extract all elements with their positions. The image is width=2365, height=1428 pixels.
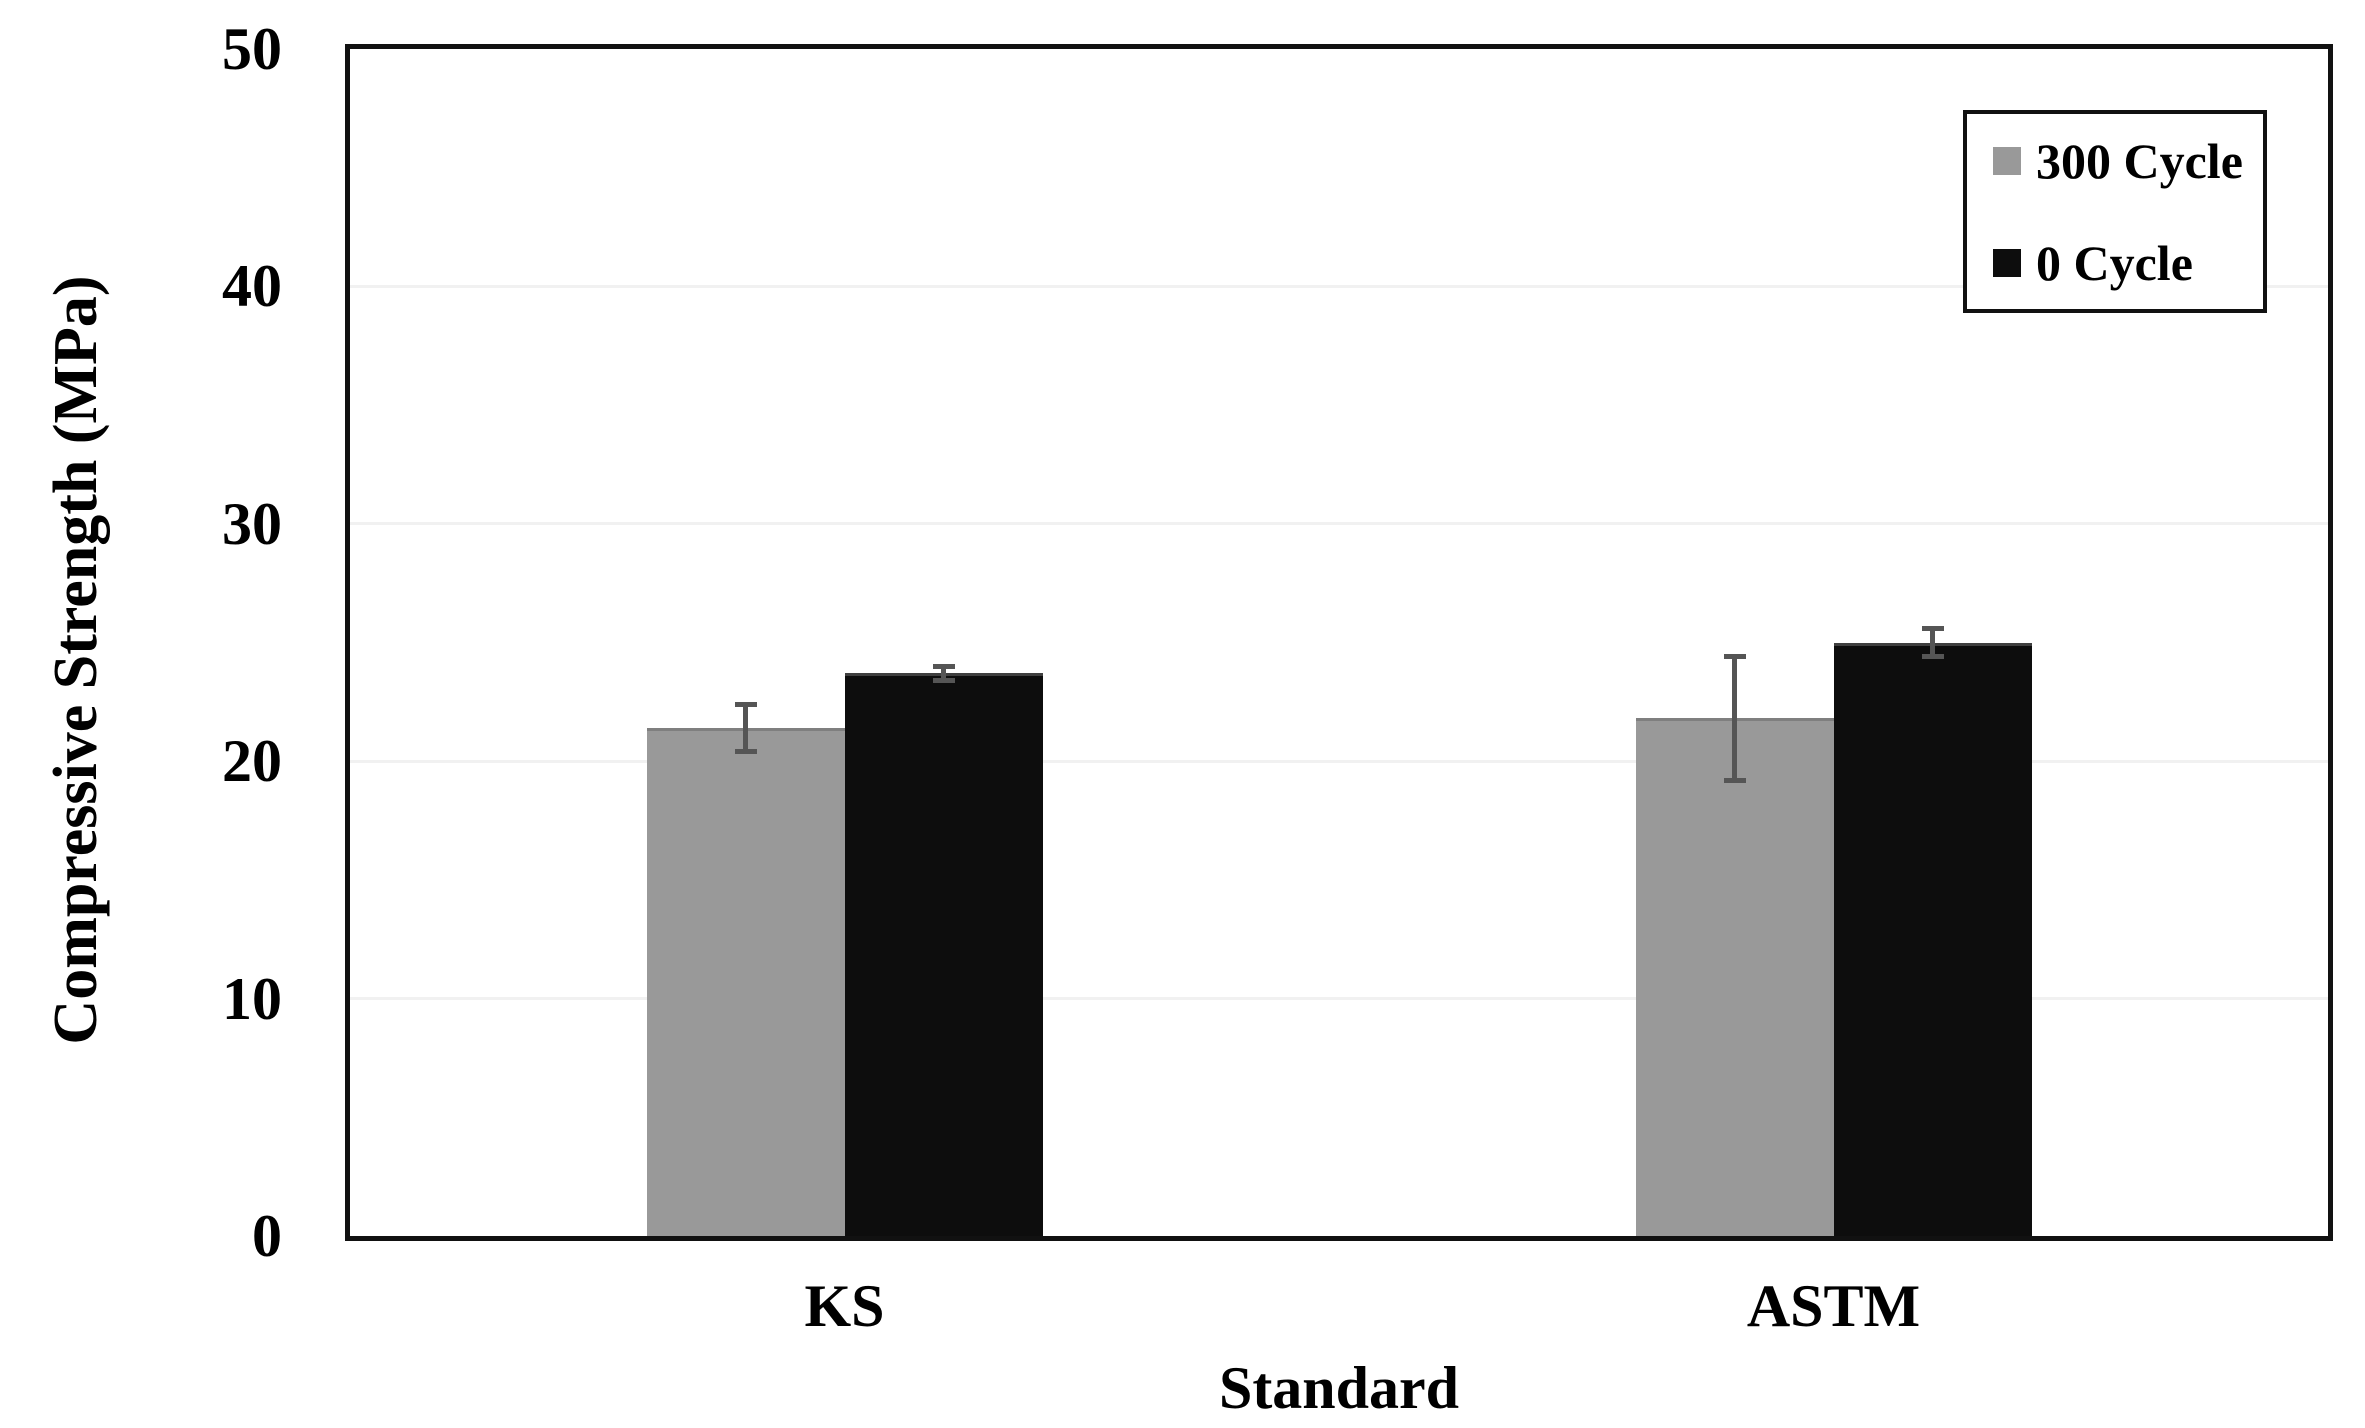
legend-item-0-cycle: 0 Cycle: [1993, 235, 2263, 291]
y-axis-title: Compressive Strength (MPa): [42, 275, 110, 1045]
bar-astm-300-cycle: [1635, 718, 1834, 1236]
error-bar-cap-bottom: [1921, 654, 1944, 660]
y-tick-label-50: 50: [222, 16, 282, 82]
error-bar-cap-top: [1723, 654, 1746, 660]
x-tick-label-astm: ASTM: [1746, 1273, 1921, 1339]
error-bar-astm-300-cycle: [1732, 656, 1737, 781]
y-tick-label-10: 10: [222, 965, 282, 1032]
y-tick-label-0: 0: [252, 1203, 282, 1269]
error-bar-cap-bottom: [932, 677, 955, 683]
error-bar-ks-0-cycle: [941, 666, 946, 681]
legend-label: 0 Cycle: [2036, 234, 2193, 291]
legend-item-300-cycle: 300 Cycle: [1993, 133, 2263, 189]
error-bar-cap-top: [1921, 625, 1944, 631]
x-axis-title: Standard: [1218, 1355, 1460, 1421]
error-bar-astm-0-cycle: [1930, 628, 1935, 657]
error-bar-ks-300-cycle: [743, 704, 748, 752]
error-bar-cap-bottom: [1723, 777, 1746, 783]
y-tick-label-40: 40: [222, 253, 282, 320]
gridline-10: [350, 997, 2328, 1001]
bar-astm-0-cycle: [1833, 642, 2032, 1236]
x-tick-label-ks: KS: [804, 1273, 885, 1339]
gridline-40: [350, 284, 2328, 288]
error-bar-cap-bottom: [734, 749, 757, 755]
bar-ks-0-cycle: [844, 673, 1043, 1236]
error-bar-cap-top: [932, 663, 955, 669]
gridline-20: [350, 759, 2328, 763]
plot-area: [350, 49, 2328, 1236]
legend-label: 300 Cycle: [2036, 132, 2243, 189]
error-bar-cap-top: [734, 701, 757, 707]
legend-swatch-icon: [1993, 146, 2021, 175]
gridline-30: [350, 522, 2328, 526]
y-tick-label-20: 20: [222, 728, 282, 795]
bar-ks-300-cycle: [646, 727, 845, 1236]
y-tick-label-30: 30: [222, 490, 282, 557]
legend: 300 Cycle 0 Cycle: [1963, 110, 2267, 313]
legend-swatch-icon: [1993, 248, 2021, 277]
